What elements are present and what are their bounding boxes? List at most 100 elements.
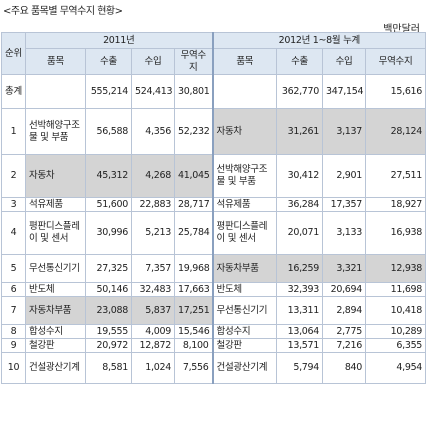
balance-cell: 10,289 xyxy=(365,324,427,339)
balance-cell: 4,954 xyxy=(365,352,427,384)
item-name-cell: 선박해양구조물 및 부품 xyxy=(25,108,86,155)
rank-cell: 2 xyxy=(1,154,26,198)
balance-cell: 17,251 xyxy=(173,296,214,325)
balance-header: 무역수지 xyxy=(365,48,427,75)
import-cell: 3,137 xyxy=(322,108,367,155)
balance-cell: 10,418 xyxy=(365,296,427,325)
export-cell: 56,588 xyxy=(85,108,132,155)
rank-cell: 3 xyxy=(1,197,26,212)
balance-cell: 52,232 xyxy=(173,108,214,155)
table-row: 8 합성수지 19,555 4,009 15,546 합성수지 13,064 2,775 10,… xyxy=(1,324,427,339)
item-name-cell: 건설광산기계 xyxy=(212,352,278,384)
header-row-columns: 품목 수출 수입 무역수지 품목 수출 수입 무역수지 xyxy=(2,48,427,75)
export-cell: 8,581 xyxy=(85,352,132,384)
import-cell: 20,694 xyxy=(322,282,367,297)
import-cell: 4,356 xyxy=(131,108,175,155)
import-cell: 3,133 xyxy=(322,211,367,255)
total-label: 총계 xyxy=(1,74,26,109)
item-name-cell: 철강판 xyxy=(25,338,86,353)
import-cell: 4,009 xyxy=(131,324,175,339)
balance-cell: 41,045 xyxy=(173,154,214,198)
export-cell: 27,325 xyxy=(85,254,132,283)
export-cell: 51,600 xyxy=(85,197,132,212)
balance-cell: 28,124 xyxy=(365,108,427,155)
table-row: 7 자동차부품 23,088 5,837 17,251 무선통신기기 13,311 2,894… xyxy=(1,296,427,325)
table-cell: 362,770 xyxy=(276,74,324,109)
rank-cell: 10 xyxy=(1,352,26,384)
total-row: 총계 555,214 524,413 30,801 362,770 347,15… xyxy=(1,74,427,109)
table-cell xyxy=(25,74,86,109)
export-cell: 45,312 xyxy=(85,154,132,198)
balance-cell: 17,663 xyxy=(173,282,214,297)
export-cell: 13,064 xyxy=(276,324,324,339)
item-name-cell: 평판디스플레이 및 센서 xyxy=(212,211,278,255)
table-cell: 524,413 xyxy=(131,74,175,109)
balance-cell: 11,698 xyxy=(365,282,427,297)
import-cell: 12,872 xyxy=(131,338,175,353)
unit-label: 백만달러 xyxy=(383,24,420,35)
item-name-cell: 반도체 xyxy=(212,282,278,297)
export-cell: 19,555 xyxy=(85,324,132,339)
rank-cell: 4 xyxy=(1,211,26,255)
export-cell: 23,088 xyxy=(85,296,132,325)
balance-cell: 27,511 xyxy=(365,154,427,198)
table-cell: 347,154 xyxy=(322,74,367,109)
rank-cell: 8 xyxy=(1,324,26,339)
item-name-cell: 평판디스플레이 및 센서 xyxy=(25,211,86,255)
rank-header: 순위 xyxy=(1,32,26,75)
export-cell: 13,311 xyxy=(276,296,324,325)
import-cell: 4,268 xyxy=(131,154,175,198)
import-header: 수입 xyxy=(322,48,367,75)
item-name-cell: 반도체 xyxy=(25,282,86,297)
item-header: 품목 xyxy=(25,48,86,75)
item-name-cell: 합성수지 xyxy=(212,324,278,339)
table-row: 6 반도체 50,146 32,483 17,663 반도체 32,393 20,694 11,… xyxy=(1,282,427,297)
import-cell: 32,483 xyxy=(131,282,175,297)
trade-balance-table: 순위 2011년 2012년 1~8월 누계 품목 수출 수입 무역수지 품목 … xyxy=(1,32,427,384)
import-header: 수입 xyxy=(131,48,175,75)
table-row: 4 평판디스플레이 및 센서 30,996 5,213 25,784 평판디스플레이 및 … xyxy=(1,211,427,255)
export-cell: 30,412 xyxy=(276,154,324,198)
item-name-cell: 무선통신기기 xyxy=(212,296,278,325)
balance-cell: 16,938 xyxy=(365,211,427,255)
export-cell: 31,261 xyxy=(276,108,324,155)
import-cell: 1,024 xyxy=(131,352,175,384)
table-cell: 30,801 xyxy=(173,74,214,109)
item-name-cell: 무선통신기기 xyxy=(25,254,86,283)
rank-cell: 6 xyxy=(1,282,26,297)
export-cell: 30,996 xyxy=(85,211,132,255)
item-name-cell: 건설광산기계 xyxy=(25,352,86,384)
table-row: 2 자동차 45,312 4,268 41,045 선박해양구조물 및 부품 30,412 2… xyxy=(1,154,427,198)
item-name-cell: 자동차부품 xyxy=(212,254,278,283)
balance-header: 무역수지 xyxy=(173,48,214,75)
export-cell: 5,794 xyxy=(276,352,324,384)
import-cell: 2,775 xyxy=(322,324,367,339)
export-cell: 36,284 xyxy=(276,197,324,212)
item-name-cell: 자동차 xyxy=(25,154,86,198)
balance-cell: 25,784 xyxy=(173,211,214,255)
export-cell: 13,571 xyxy=(276,338,324,353)
rank-cell: 9 xyxy=(1,338,26,353)
period-2011-header: 2011년 xyxy=(24,32,214,49)
import-cell: 7,357 xyxy=(131,254,175,283)
import-cell: 3,321 xyxy=(322,254,367,283)
rank-cell: 1 xyxy=(1,108,26,155)
period-2012-header: 2012년 1~8월 누계 xyxy=(212,32,427,49)
import-cell: 17,357 xyxy=(322,197,367,212)
table-row: 10 건설광산기계 8,581 1,024 7,556 건설광산기계 5,794 840 4,9… xyxy=(1,352,427,384)
item-name-cell: 자동차부품 xyxy=(25,296,86,325)
table-cell: 15,616 xyxy=(365,74,427,109)
import-cell: 5,213 xyxy=(131,211,175,255)
table-row: 5 무선통신기기 27,325 7,357 19,968 자동차부품 16,259 3,321… xyxy=(1,254,427,283)
import-cell: 22,883 xyxy=(131,197,175,212)
balance-cell: 18,927 xyxy=(365,197,427,212)
import-cell: 2,901 xyxy=(322,154,367,198)
export-cell: 50,146 xyxy=(85,282,132,297)
import-cell: 5,837 xyxy=(131,296,175,325)
item-name-cell: 석유제품 xyxy=(25,197,86,212)
export-cell: 32,393 xyxy=(276,282,324,297)
import-cell: 2,894 xyxy=(322,296,367,325)
table-cell xyxy=(212,74,278,109)
export-cell: 20,071 xyxy=(276,211,324,255)
